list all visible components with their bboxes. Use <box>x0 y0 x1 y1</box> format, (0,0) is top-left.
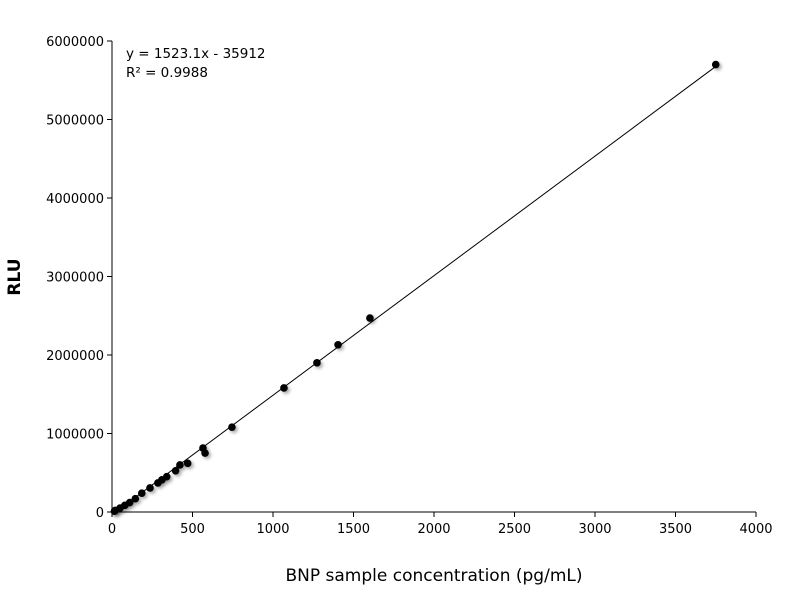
data-point <box>137 489 146 497</box>
x-tick-label: 4000 <box>739 522 772 537</box>
y-axis-label: RLU <box>5 258 25 295</box>
trendline-equation: y = 1523.1x - 35912 <box>126 46 266 62</box>
data-point <box>280 384 288 392</box>
y-tick-label: 1000000 <box>46 428 104 443</box>
data-point <box>228 423 236 432</box>
data-point <box>334 340 342 349</box>
trendline <box>114 66 717 514</box>
x-tick-label: 1500 <box>337 522 370 537</box>
r-squared-label: R² = 0.9988 <box>126 65 208 81</box>
data-point <box>183 459 192 468</box>
y-tick-label: 4000000 <box>46 192 104 207</box>
y-tick-label: 0 <box>96 506 104 521</box>
data-point <box>162 472 171 481</box>
x-tick-label: 500 <box>180 522 205 537</box>
data-point <box>366 314 374 322</box>
data-point <box>131 494 140 503</box>
y-tick-label: 3000000 <box>46 271 104 286</box>
x-tick-label: 2000 <box>417 522 450 537</box>
x-tick-label: 0 <box>108 522 116 537</box>
data-point <box>201 449 209 457</box>
y-tick-label: 5000000 <box>46 114 104 129</box>
y-tick-label: 2000000 <box>46 349 104 364</box>
data-point <box>313 359 321 367</box>
x-tick-label: 2500 <box>498 522 531 537</box>
data-point <box>146 484 154 492</box>
data-point <box>171 466 180 475</box>
y-tick-label: 6000000 <box>46 35 104 50</box>
data-point <box>711 60 720 69</box>
x-axis-label: BNP sample concentration (pg/mL) <box>286 566 583 586</box>
x-tick-label: 3000 <box>578 522 611 537</box>
data-point <box>176 461 184 469</box>
data-point <box>125 498 134 507</box>
x-tick-label: 1000 <box>256 522 289 537</box>
x-tick-label: 3500 <box>659 522 692 537</box>
